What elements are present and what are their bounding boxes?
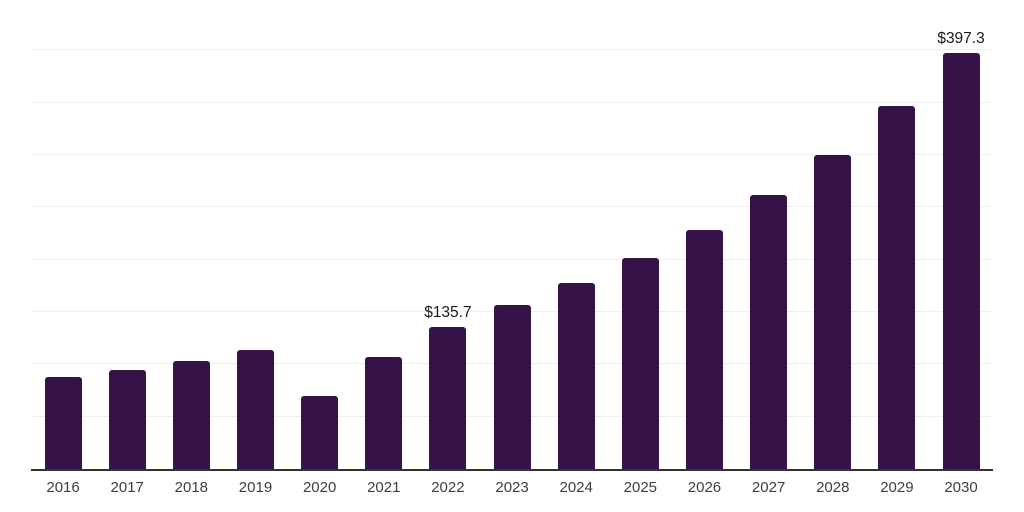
x-tick-2020: 2020 — [302, 479, 337, 496]
gridline-400 — [31, 49, 993, 51]
bar-2024[interactable] — [557, 282, 595, 469]
bar-2025[interactable] — [621, 257, 659, 469]
x-tick-2027: 2027 — [751, 479, 786, 496]
gridline-250 — [31, 206, 993, 208]
x-tick-2021: 2021 — [367, 479, 401, 496]
x-tick-2024: 2024 — [559, 479, 593, 496]
x-tick-2022: 2022 — [431, 479, 465, 496]
bar-2021[interactable] — [365, 357, 403, 469]
bar-slot-2027 — [737, 0, 801, 469]
bar-2027[interactable] — [750, 194, 788, 469]
bar-2029[interactable] — [878, 106, 916, 469]
bar-slot-2021 — [352, 0, 416, 469]
bar-2017[interactable] — [108, 370, 146, 469]
bar-2022[interactable] — [429, 327, 467, 469]
bar-2018[interactable] — [172, 361, 210, 469]
x-tick-2019: 2019 — [238, 479, 273, 496]
bar-slot-2020 — [288, 0, 352, 469]
x-tick-2026: 2026 — [687, 479, 722, 496]
gridline-300 — [31, 154, 993, 155]
bar-2026[interactable] — [685, 229, 723, 469]
x-tick-2030: 2030 — [944, 479, 978, 496]
x-tick-2023: 2023 — [495, 479, 529, 496]
x-tick-2016: 2016 — [46, 479, 80, 496]
x-tick-2025: 2025 — [623, 479, 658, 496]
bar-slot-2029 — [865, 0, 929, 469]
bar-2020[interactable] — [301, 396, 339, 469]
gridline-350 — [31, 101, 993, 103]
x-tick-2017: 2017 — [110, 479, 144, 496]
plot-area: $135.7 $397.3 — [31, 0, 993, 471]
bar-slot-2025 — [608, 0, 672, 469]
bar-slot-2030: $397.3 — [929, 0, 993, 469]
bar-2016[interactable] — [44, 376, 82, 469]
bar-slot-2018 — [159, 0, 223, 469]
bar-2019[interactable] — [236, 350, 274, 469]
x-tick-2018: 2018 — [174, 479, 209, 496]
x-tick-2029: 2029 — [880, 479, 914, 496]
bar-slot-2019 — [223, 0, 287, 469]
bar-slot-2026 — [672, 0, 736, 469]
value-label-2022: $135.7 — [424, 304, 472, 321]
x-axis-labels: 2016 2017 2018 2019 2020 2021 2022 2023 2024 2025… — [31, 479, 993, 496]
bar-slot-2024 — [544, 0, 608, 469]
bar-slot-2023 — [480, 0, 544, 469]
bars: $135.7 $397.3 — [31, 0, 993, 469]
bar-slot-2016 — [31, 0, 95, 469]
bar-2030[interactable] — [942, 53, 980, 469]
bar-slot-2028 — [801, 0, 865, 469]
bar-2028[interactable] — [814, 155, 852, 469]
bar-slot-2022: $135.7 — [416, 0, 480, 469]
x-tick-2028: 2028 — [816, 479, 850, 496]
bar-2023[interactable] — [493, 304, 531, 469]
gridline-200 — [31, 258, 993, 260]
value-label-2030: $397.3 — [937, 30, 985, 48]
bar-slot-2017 — [95, 0, 159, 469]
